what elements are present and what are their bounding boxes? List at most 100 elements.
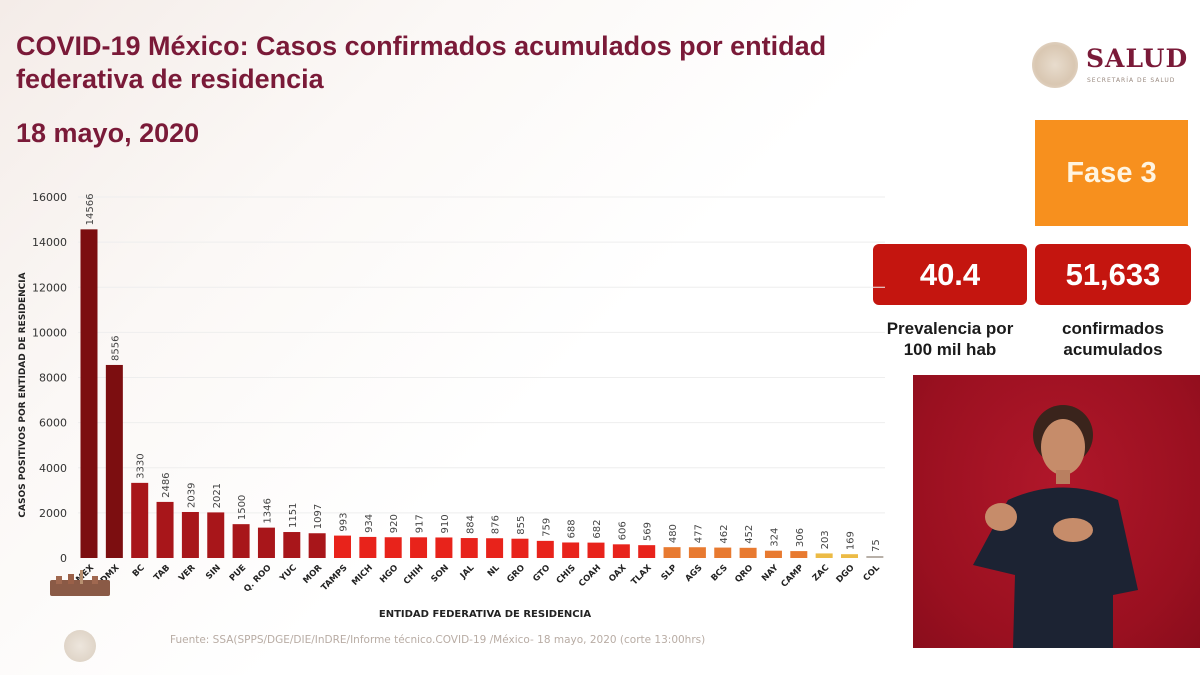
y-tick-label: 2000	[39, 507, 67, 520]
y-tick-label: 6000	[39, 417, 67, 430]
data-label: 688	[567, 519, 578, 538]
bar-mich	[359, 536, 377, 558]
bar-camp	[790, 551, 808, 558]
x-tick-label: VER	[177, 563, 198, 584]
data-label: 876	[491, 515, 502, 534]
data-label: 682	[592, 520, 603, 539]
data-label: 934	[364, 514, 375, 533]
chart-canvas: 0 2000 4000 6000 8000 10000 12000 14000 16000 CAS…	[18, 191, 885, 620]
data-label: 452	[744, 525, 755, 544]
bar-mex	[80, 229, 98, 559]
x-axis-label: ENTIDAD FEDERATIVA DE RESIDENCIA	[379, 609, 591, 620]
bar-gro	[511, 538, 529, 558]
bar-son	[435, 537, 453, 558]
x-tick-label: GRO	[505, 563, 527, 585]
x-tick-label: GTO	[531, 563, 552, 584]
y-tick-label: 4000	[39, 462, 67, 475]
y-tick-label: 16000	[32, 191, 67, 204]
bar-cdmx	[105, 364, 123, 558]
interpreter-body	[973, 487, 1138, 648]
bar-ver	[181, 511, 199, 558]
x-tick-label: CAMP	[779, 563, 806, 590]
bar-tlax	[638, 545, 656, 558]
x-tick-label: TAB	[152, 563, 172, 583]
bar-nay	[764, 550, 782, 558]
x-tick-label: SON	[429, 563, 451, 585]
interpreter-hand-right	[1053, 518, 1093, 542]
x-tick-label: MICH	[350, 563, 375, 588]
data-label: 169	[846, 531, 857, 550]
data-label: 759	[541, 518, 552, 537]
y-tick-label: 8000	[39, 372, 67, 385]
x-tick-label: JAL	[458, 563, 477, 582]
phase-badge: Fase 3	[1035, 120, 1188, 226]
bar-tamps	[334, 535, 351, 558]
bar-bcs	[714, 547, 732, 558]
interpreter-figure	[973, 405, 1138, 648]
bar-chis	[562, 542, 580, 558]
data-label: 855	[516, 516, 527, 535]
x-tick-label: AGS	[684, 563, 705, 584]
bar-pue	[232, 524, 250, 558]
bar-qroo	[257, 527, 275, 558]
data-label: 2021	[212, 483, 223, 508]
data-label: 606	[617, 521, 628, 540]
data-label: 462	[719, 524, 730, 543]
data-label: 75	[871, 539, 882, 552]
interpreter-face	[1041, 419, 1085, 475]
bar-yuc	[283, 532, 301, 558]
x-tick-label: NAY	[760, 562, 781, 583]
y-tick-label: 14000	[32, 236, 67, 249]
x-tick-label: DGO	[835, 563, 857, 585]
data-label: 1346	[262, 498, 273, 523]
data-label: 993	[339, 513, 350, 532]
x-tick-label: PUE	[228, 563, 249, 584]
sign-language-interpreter-video	[913, 375, 1200, 648]
x-tick-label: MOR	[301, 563, 324, 586]
source-note: Fuente: SSA(SPPS/DGE/DIE/InDRE/Informe t…	[170, 634, 706, 646]
x-tick-label: OAX	[607, 563, 629, 585]
data-label: 324	[769, 528, 780, 547]
bar-tab	[156, 501, 174, 558]
interpreter-hand-left	[985, 503, 1017, 531]
x-tick-label: BCS	[709, 563, 730, 584]
bar-col	[866, 556, 884, 558]
y-tick-label: 12000	[32, 281, 67, 294]
data-label: 2486	[161, 472, 172, 497]
bar-slp	[663, 547, 681, 558]
data-label: 477	[693, 524, 704, 543]
data-label: 306	[795, 528, 806, 547]
data-label: 1151	[288, 503, 299, 528]
bar-jal	[460, 538, 478, 558]
data-label: 2039	[186, 483, 197, 508]
decorative-image	[48, 570, 112, 598]
salud-logo: SALUD SECRETARÍA DE SALUD	[1032, 40, 1192, 92]
x-tick-label: CHIH	[402, 563, 426, 587]
decorative-crowd-icon	[50, 570, 110, 596]
bar-chih	[410, 537, 428, 558]
bar-nl	[486, 538, 504, 558]
data-label: 920	[389, 514, 400, 533]
x-tick-label: SLP	[660, 563, 680, 583]
y-tick-label: 0	[60, 552, 67, 565]
y-tick-label: 10000	[32, 326, 67, 339]
prevalence-label-line1: Prevalencia por	[886, 319, 1014, 338]
bar-mor	[308, 533, 326, 558]
bar-oax	[612, 544, 630, 558]
prevalence-label: Prevalencia por 100 mil hab	[866, 318, 1034, 360]
confirmed-label: confirmados acumulados	[1032, 318, 1194, 360]
x-tick-label: YUC	[277, 563, 298, 584]
bar-zac	[815, 553, 833, 558]
data-label: 14566	[85, 194, 96, 226]
interpreter-neck	[1056, 470, 1070, 484]
bar-qro	[739, 547, 757, 558]
data-label: 884	[465, 515, 476, 534]
x-tick-label: TLAX	[630, 563, 655, 588]
footer-seal-icon	[64, 630, 96, 662]
x-tick-label: TAMPS	[320, 563, 350, 593]
cases-bar-chart: 0 2000 4000 6000 8000 10000 12000 14000 16000 CAS…	[0, 180, 900, 660]
prevalence-value: 40.4	[873, 244, 1027, 305]
x-tick-label: CHIS	[555, 563, 578, 586]
data-label: 917	[415, 514, 426, 533]
bar-bc	[131, 482, 149, 558]
